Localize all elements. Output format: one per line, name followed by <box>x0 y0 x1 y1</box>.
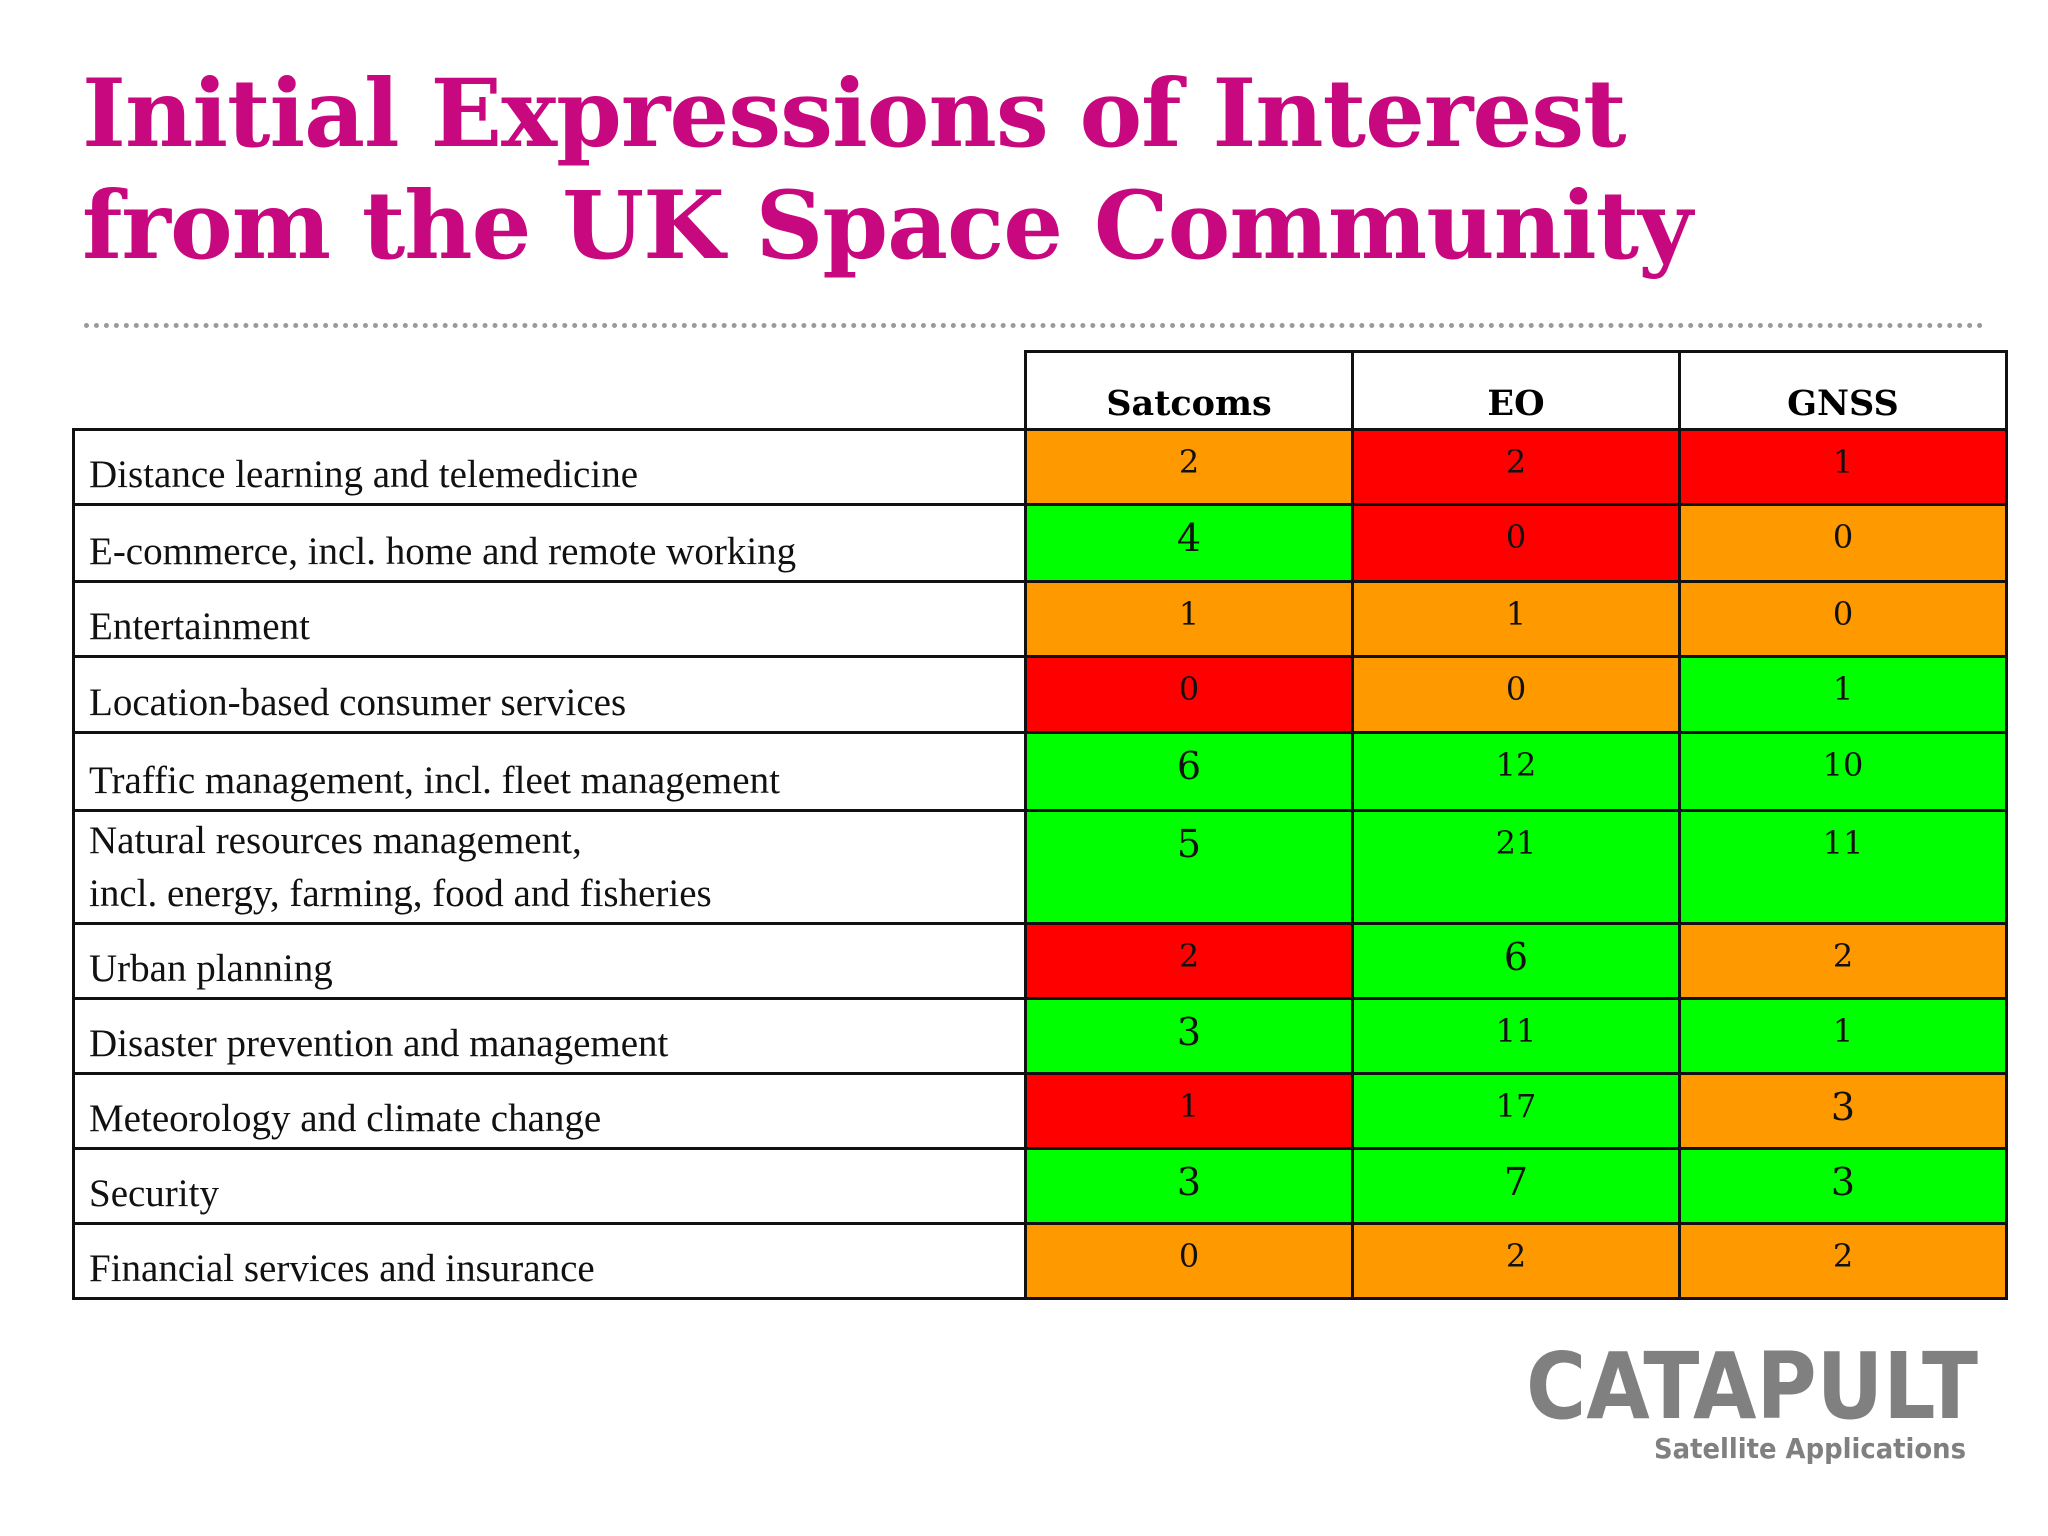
value-cell-gnss: 0 <box>1678 503 2008 583</box>
value-cell-satcoms: 4 <box>1024 503 1354 583</box>
row-label-line: Disaster prevention and management <box>89 1022 669 1065</box>
dotted-divider <box>84 323 1984 328</box>
row-label: Natural resources management, incl. energ… <box>72 809 1027 925</box>
row-label: Urban planning <box>72 922 1027 1000</box>
logo-tagline: Satellite Applications <box>1654 1432 1966 1465</box>
value-cell-eo: 2 <box>1351 1222 1681 1300</box>
value-cell-eo: 17 <box>1351 1072 1681 1150</box>
value-cell-gnss: 0 <box>1678 580 2008 658</box>
table-body: Distance learning and telemedicine 2 2 1 E-c… <box>72 428 2008 1300</box>
row-label-line: incl. energy, farming, food and fisherie… <box>89 872 712 915</box>
value-cell-satcoms: 0 <box>1024 1222 1354 1300</box>
value-cell-satcoms: 5 <box>1024 809 1354 925</box>
value-cell-eo: 0 <box>1351 655 1681 734</box>
column-header-gnss: GNSS <box>1678 350 2008 431</box>
row-label-line: Traffic management, incl. fleet manageme… <box>89 759 780 802</box>
column-header-eo: EO <box>1351 350 1681 431</box>
table-row: E-commerce, incl. home and remote workin… <box>72 503 2008 583</box>
interest-table: Satcoms EO GNSS Distance learning and te… <box>72 350 2008 1300</box>
value-cell-eo: 12 <box>1351 731 1681 812</box>
table-row: Security 3 7 3 <box>72 1147 2008 1225</box>
row-label: Disaster prevention and management <box>72 997 1027 1075</box>
value-cell-eo: 2 <box>1351 428 1681 506</box>
value-cell-gnss: 2 <box>1678 1222 2008 1300</box>
table-row: Distance learning and telemedicine 2 2 1 <box>72 428 2008 506</box>
table-row: Disaster prevention and management 3 11 1 <box>72 997 2008 1075</box>
value-cell-gnss: 1 <box>1678 655 2008 734</box>
value-cell-eo: 21 <box>1351 809 1681 925</box>
table-row: Entertainment 1 1 0 <box>72 580 2008 658</box>
value-cell-satcoms: 2 <box>1024 922 1354 1000</box>
row-label-line: Entertainment <box>89 605 310 648</box>
value-cell-satcoms: 1 <box>1024 580 1354 658</box>
row-label-line: Urban planning <box>89 947 333 990</box>
page-title: Initial Expressions of Interest from the… <box>82 58 1982 282</box>
row-label: Financial services and insurance <box>72 1222 1027 1300</box>
row-label-line: E-commerce, incl. home and remote workin… <box>89 530 797 573</box>
value-cell-gnss: 1 <box>1678 428 2008 506</box>
table-row: Urban planning 2 6 2 <box>72 922 2008 1000</box>
value-cell-satcoms: 2 <box>1024 428 1354 506</box>
value-cell-eo: 0 <box>1351 503 1681 583</box>
value-cell-satcoms: 0 <box>1024 655 1354 734</box>
row-label: Traffic management, incl. fleet manageme… <box>72 731 1027 812</box>
value-cell-eo: 1 <box>1351 580 1681 658</box>
row-label-line: Meteorology and climate change <box>89 1097 602 1140</box>
table-corner <box>74 352 1026 430</box>
row-label: Meteorology and climate change <box>72 1072 1027 1150</box>
row-label: Distance learning and telemedicine <box>72 428 1027 506</box>
table-row: Traffic management, incl. fleet manageme… <box>72 731 2008 812</box>
column-header-satcoms: Satcoms <box>1024 350 1354 431</box>
value-cell-satcoms: 3 <box>1024 1147 1354 1225</box>
value-cell-gnss: 3 <box>1678 1147 2008 1225</box>
catapult-logo-icon: CATAPULT Satellite Applications <box>1526 1333 1978 1465</box>
table-row: Meteorology and climate change 1 17 3 <box>72 1072 2008 1150</box>
value-cell-satcoms: 1 <box>1024 1072 1354 1150</box>
value-cell-gnss: 2 <box>1678 922 2008 1000</box>
value-cell-satcoms: 6 <box>1024 731 1354 812</box>
value-cell-gnss: 11 <box>1678 809 2008 925</box>
table-row: Financial services and insurance 0 2 2 <box>72 1222 2008 1300</box>
row-label: Entertainment <box>72 580 1027 658</box>
row-label: Location-based consumer services <box>72 655 1027 734</box>
value-cell-satcoms: 3 <box>1024 997 1354 1075</box>
row-label: Security <box>72 1147 1027 1225</box>
value-cell-gnss: 1 <box>1678 997 2008 1075</box>
table-header-row: Satcoms EO GNSS <box>74 350 2008 431</box>
page-title-line-1: Initial Expressions of Interest <box>82 59 1627 169</box>
value-cell-eo: 6 <box>1351 922 1681 1000</box>
value-cell-gnss: 3 <box>1678 1072 2008 1150</box>
table-row: Location-based consumer services 0 0 1 <box>72 655 2008 734</box>
row-label-line: Distance learning and telemedicine <box>89 453 639 496</box>
row-label-line: Security <box>89 1172 219 1215</box>
row-label-line: Natural resources management, <box>89 819 582 862</box>
value-cell-eo: 7 <box>1351 1147 1681 1225</box>
row-label: E-commerce, incl. home and remote workin… <box>72 503 1027 583</box>
value-cell-gnss: 10 <box>1678 731 2008 812</box>
row-label-line: Location-based consumer services <box>89 681 627 724</box>
row-label-line: Financial services and insurance <box>89 1247 595 1290</box>
table-row: Natural resources management, incl. energ… <box>72 809 2008 925</box>
value-cell-eo: 11 <box>1351 997 1681 1075</box>
page-title-line-2: from the UK Space Community <box>82 171 1693 281</box>
logo-wordmark: CATAPULT <box>1526 1333 1978 1440</box>
